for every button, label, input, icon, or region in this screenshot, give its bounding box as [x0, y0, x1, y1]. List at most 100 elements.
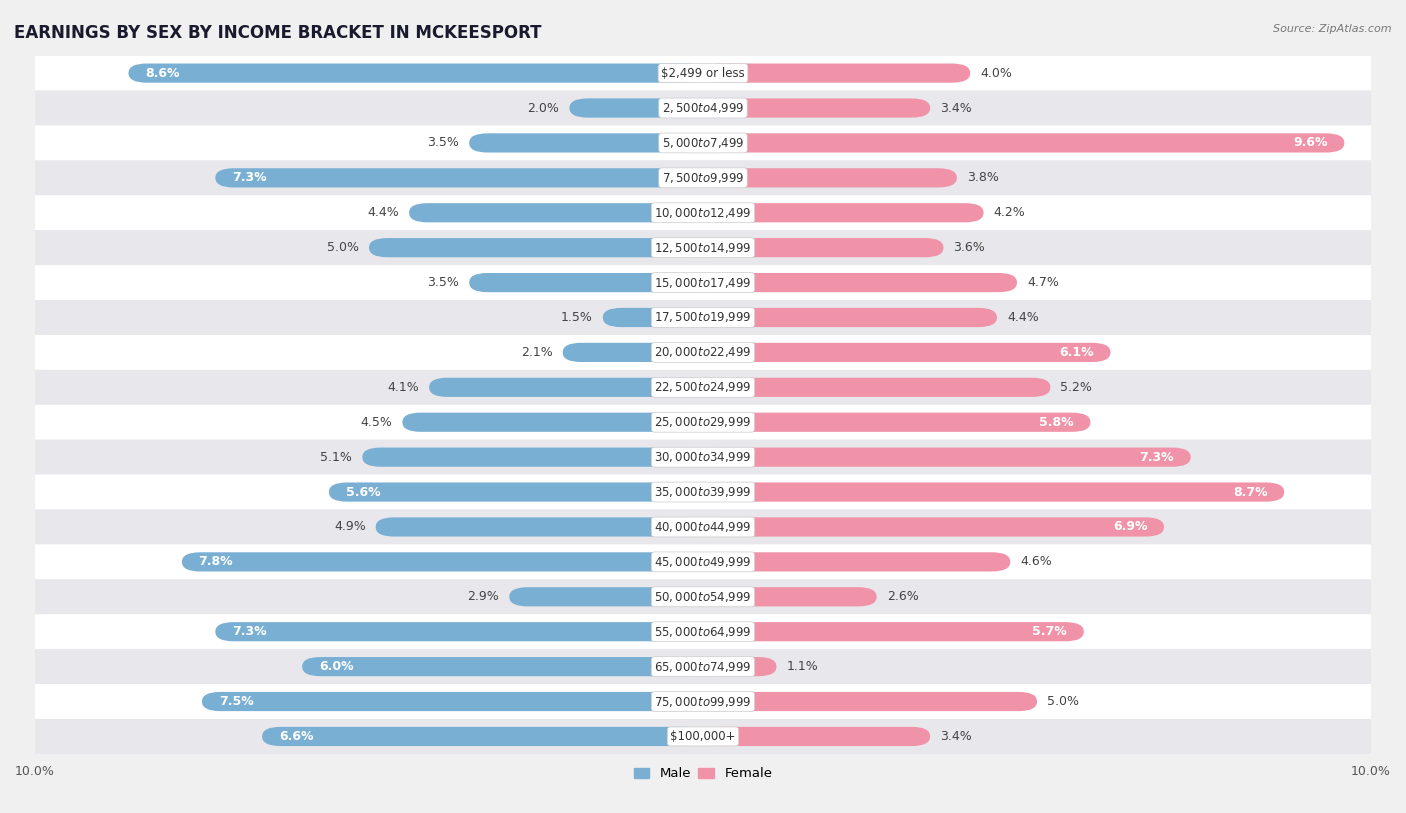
- FancyBboxPatch shape: [215, 168, 703, 188]
- FancyBboxPatch shape: [703, 552, 1011, 572]
- Text: 2.9%: 2.9%: [467, 590, 499, 603]
- Text: $15,000 to $17,499: $15,000 to $17,499: [654, 276, 752, 289]
- FancyBboxPatch shape: [35, 300, 1371, 335]
- FancyBboxPatch shape: [703, 517, 1164, 537]
- Text: $20,000 to $22,499: $20,000 to $22,499: [654, 346, 752, 359]
- FancyBboxPatch shape: [603, 308, 703, 327]
- Text: $35,000 to $39,999: $35,000 to $39,999: [654, 485, 752, 499]
- FancyBboxPatch shape: [202, 692, 703, 711]
- Text: 5.0%: 5.0%: [1047, 695, 1078, 708]
- FancyBboxPatch shape: [35, 510, 1371, 545]
- FancyBboxPatch shape: [35, 55, 1371, 90]
- Text: $25,000 to $29,999: $25,000 to $29,999: [654, 415, 752, 429]
- FancyBboxPatch shape: [35, 475, 1371, 510]
- Text: 7.5%: 7.5%: [219, 695, 253, 708]
- Text: 4.2%: 4.2%: [994, 207, 1025, 220]
- Text: 6.6%: 6.6%: [278, 730, 314, 743]
- Text: 6.0%: 6.0%: [319, 660, 353, 673]
- Text: $5,000 to $7,499: $5,000 to $7,499: [662, 136, 744, 150]
- Text: 7.8%: 7.8%: [198, 555, 233, 568]
- FancyBboxPatch shape: [262, 727, 703, 746]
- FancyBboxPatch shape: [409, 203, 703, 223]
- Text: 4.4%: 4.4%: [367, 207, 399, 220]
- Text: $45,000 to $49,999: $45,000 to $49,999: [654, 555, 752, 569]
- Text: $65,000 to $74,999: $65,000 to $74,999: [654, 659, 752, 674]
- Text: $75,000 to $99,999: $75,000 to $99,999: [654, 694, 752, 709]
- FancyBboxPatch shape: [703, 238, 943, 257]
- Text: 4.6%: 4.6%: [1021, 555, 1052, 568]
- FancyBboxPatch shape: [429, 378, 703, 397]
- FancyBboxPatch shape: [703, 587, 877, 606]
- FancyBboxPatch shape: [35, 649, 1371, 684]
- FancyBboxPatch shape: [35, 125, 1371, 160]
- Text: 5.8%: 5.8%: [1039, 415, 1074, 428]
- Text: 3.4%: 3.4%: [941, 730, 972, 743]
- Text: $40,000 to $44,999: $40,000 to $44,999: [654, 520, 752, 534]
- Text: $22,500 to $24,999: $22,500 to $24,999: [654, 380, 752, 394]
- Text: 6.1%: 6.1%: [1059, 346, 1094, 359]
- FancyBboxPatch shape: [402, 413, 703, 432]
- FancyBboxPatch shape: [703, 378, 1050, 397]
- Text: 5.2%: 5.2%: [1060, 380, 1092, 393]
- Text: 5.7%: 5.7%: [1032, 625, 1067, 638]
- FancyBboxPatch shape: [363, 447, 703, 467]
- Text: 4.7%: 4.7%: [1026, 276, 1059, 289]
- FancyBboxPatch shape: [215, 622, 703, 641]
- Text: $2,499 or less: $2,499 or less: [661, 67, 745, 80]
- Text: 4.0%: 4.0%: [980, 67, 1012, 80]
- Text: 3.5%: 3.5%: [427, 137, 460, 150]
- Text: 4.5%: 4.5%: [360, 415, 392, 428]
- Text: 3.4%: 3.4%: [941, 102, 972, 115]
- FancyBboxPatch shape: [329, 482, 703, 502]
- FancyBboxPatch shape: [35, 580, 1371, 615]
- FancyBboxPatch shape: [470, 133, 703, 153]
- FancyBboxPatch shape: [35, 440, 1371, 475]
- FancyBboxPatch shape: [703, 308, 997, 327]
- Text: 2.1%: 2.1%: [522, 346, 553, 359]
- FancyBboxPatch shape: [703, 482, 1284, 502]
- Text: 8.6%: 8.6%: [145, 67, 180, 80]
- Text: 5.0%: 5.0%: [328, 241, 359, 254]
- FancyBboxPatch shape: [35, 335, 1371, 370]
- FancyBboxPatch shape: [562, 343, 703, 362]
- FancyBboxPatch shape: [35, 405, 1371, 440]
- FancyBboxPatch shape: [35, 719, 1371, 754]
- Text: 4.9%: 4.9%: [333, 520, 366, 533]
- Text: $50,000 to $54,999: $50,000 to $54,999: [654, 589, 752, 604]
- Text: 4.4%: 4.4%: [1007, 311, 1039, 324]
- FancyBboxPatch shape: [509, 587, 703, 606]
- FancyBboxPatch shape: [703, 413, 1091, 432]
- FancyBboxPatch shape: [35, 265, 1371, 300]
- FancyBboxPatch shape: [703, 447, 1191, 467]
- Text: $100,000+: $100,000+: [671, 730, 735, 743]
- Text: 4.1%: 4.1%: [387, 380, 419, 393]
- Text: 2.6%: 2.6%: [887, 590, 918, 603]
- FancyBboxPatch shape: [470, 273, 703, 292]
- Text: $30,000 to $34,999: $30,000 to $34,999: [654, 450, 752, 464]
- Legend: Male, Female: Male, Female: [628, 762, 778, 785]
- FancyBboxPatch shape: [703, 203, 984, 223]
- Text: 2.0%: 2.0%: [527, 102, 560, 115]
- Text: 7.3%: 7.3%: [1139, 450, 1174, 463]
- Text: 3.8%: 3.8%: [967, 172, 998, 185]
- FancyBboxPatch shape: [703, 692, 1038, 711]
- Text: EARNINGS BY SEX BY INCOME BRACKET IN MCKEESPORT: EARNINGS BY SEX BY INCOME BRACKET IN MCK…: [14, 24, 541, 42]
- FancyBboxPatch shape: [703, 133, 1344, 153]
- FancyBboxPatch shape: [35, 615, 1371, 649]
- Text: $12,500 to $14,999: $12,500 to $14,999: [654, 241, 752, 254]
- FancyBboxPatch shape: [703, 657, 776, 676]
- Text: $55,000 to $64,999: $55,000 to $64,999: [654, 624, 752, 639]
- Text: 5.1%: 5.1%: [321, 450, 353, 463]
- FancyBboxPatch shape: [703, 98, 931, 118]
- FancyBboxPatch shape: [703, 343, 1111, 362]
- Text: 9.6%: 9.6%: [1294, 137, 1327, 150]
- FancyBboxPatch shape: [35, 370, 1371, 405]
- Text: Source: ZipAtlas.com: Source: ZipAtlas.com: [1274, 24, 1392, 34]
- FancyBboxPatch shape: [35, 90, 1371, 125]
- FancyBboxPatch shape: [375, 517, 703, 537]
- Text: $17,500 to $19,999: $17,500 to $19,999: [654, 311, 752, 324]
- FancyBboxPatch shape: [703, 63, 970, 83]
- Text: 7.3%: 7.3%: [232, 172, 267, 185]
- FancyBboxPatch shape: [181, 552, 703, 572]
- Text: 3.6%: 3.6%: [953, 241, 986, 254]
